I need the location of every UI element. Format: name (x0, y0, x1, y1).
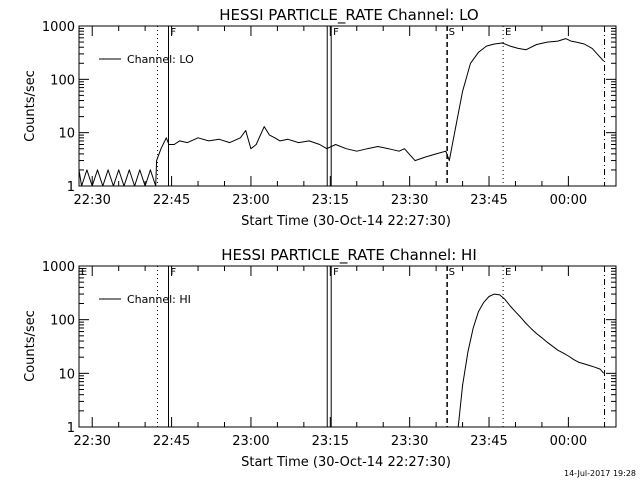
legend-label: Channel: HI (127, 293, 191, 306)
x-tick-label: 23:45 (470, 434, 507, 449)
event-annotation: F (333, 27, 339, 38)
y-tick-label: 1 (67, 180, 75, 195)
chart-title: HESSI PARTICLE_RATE Channel: HI (221, 246, 477, 265)
x-axis-label: Start Time (30-Oct-14 22:27:30) (241, 455, 451, 470)
y-tick-label: 1000 (42, 20, 75, 35)
x-tick-label: 23:15 (312, 434, 349, 449)
y-tick-label: 10 (58, 367, 75, 382)
legend: Channel: LO (99, 53, 194, 66)
y-axis-label: Counts/sec (23, 70, 38, 142)
event-annotation: E (505, 27, 511, 38)
y-tick-label: 100 (50, 314, 75, 329)
x-tick-label: 22:30 (73, 193, 110, 208)
event-annotation: S (449, 267, 455, 278)
x-tick-label: 23:45 (470, 193, 507, 208)
y-axis-label: Counts/sec (23, 310, 38, 382)
x-tick-label: 00:00 (550, 434, 587, 449)
series-line (78, 38, 605, 187)
event-annotation: F (170, 267, 176, 278)
event-annotation: E (81, 267, 87, 278)
event-annotation: S (449, 27, 455, 38)
legend: Channel: HI (99, 293, 191, 306)
y-tick-label: 1000 (42, 260, 75, 275)
y-tick-label: 10 (58, 127, 75, 142)
x-axis-label: Start Time (30-Oct-14 22:27:30) (241, 214, 451, 229)
event-annotation: F (333, 267, 339, 278)
x-tick-label: 22:45 (153, 193, 190, 208)
x-tick-label: 22:45 (153, 434, 190, 449)
event-annotation: E (505, 267, 511, 278)
chart-panel-hi: HESSI PARTICLE_RATE Channel: HI Counts/s… (23, 246, 617, 470)
footer-date: 14-Jul-2017 19:28 (564, 469, 636, 478)
x-tick-label: 22:30 (73, 434, 110, 449)
event-annotation: F (170, 27, 176, 38)
legend-label: Channel: LO (127, 53, 194, 66)
plot-frame (78, 25, 617, 187)
x-tick-label: 00:00 (550, 193, 587, 208)
chart-title: HESSI PARTICLE_RATE Channel: LO (219, 6, 478, 25)
chart-panel-lo: HESSI PARTICLE_RATE Channel: LO Counts/s… (23, 6, 617, 229)
plot-frame (78, 265, 617, 428)
x-tick-label: 23:15 (312, 193, 349, 208)
y-tick-label: 100 (50, 73, 75, 88)
x-tick-label: 23:30 (391, 434, 428, 449)
series-line (457, 293, 605, 428)
x-tick-label: 23:00 (232, 434, 269, 449)
x-tick-label: 23:00 (232, 193, 269, 208)
x-tick-label: 23:30 (391, 193, 428, 208)
y-tick-label: 1 (67, 421, 75, 436)
